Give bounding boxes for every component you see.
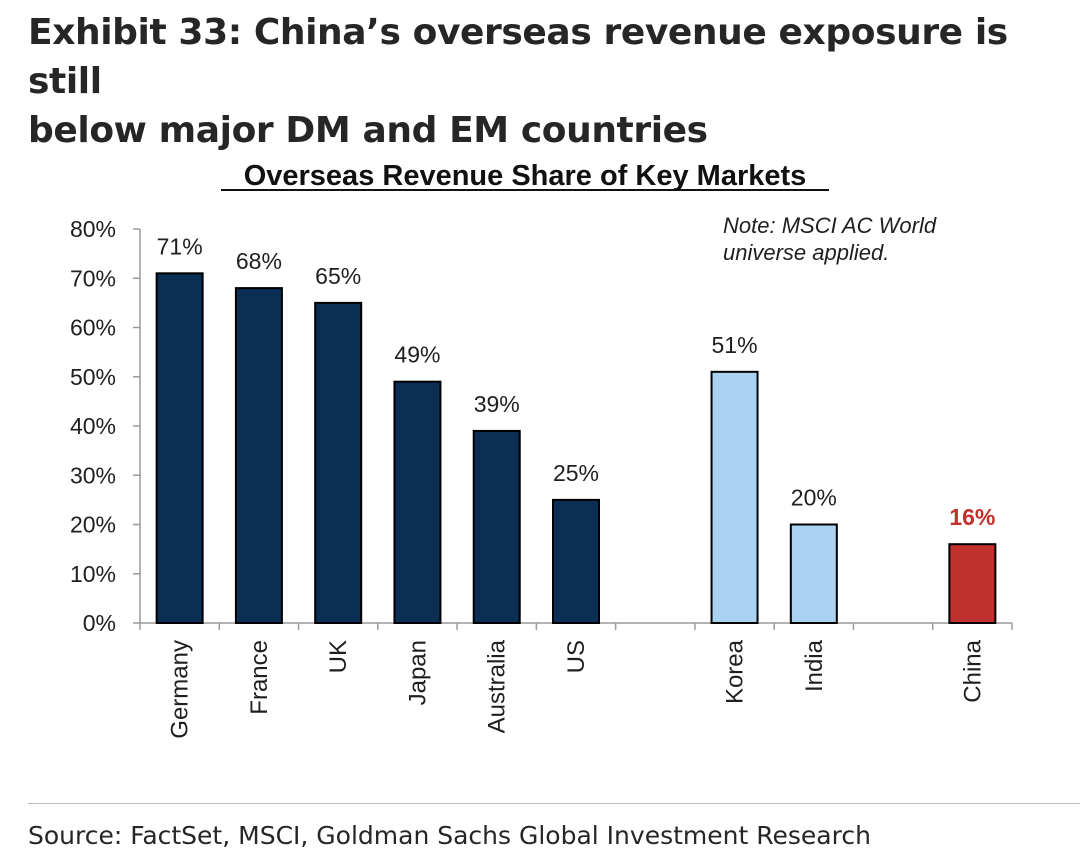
exhibit-title-line-2: below major DM and EM countries xyxy=(28,110,708,151)
value-label-japan: 49% xyxy=(394,342,440,368)
chart-title: Overseas Revenue Share of Key Markets xyxy=(244,160,807,192)
y-tick-label: 80% xyxy=(70,216,116,242)
value-label-us: 25% xyxy=(553,460,599,486)
value-labels: 71% 68% 65% 49% 39% 25% 51% 20% 16% xyxy=(157,233,996,530)
y-tick-label: 60% xyxy=(70,315,116,341)
bar-germany xyxy=(155,272,204,624)
y-tick-label: 70% xyxy=(70,265,116,291)
source-note: Source: FactSet, MSCI, Goldman Sachs Glo… xyxy=(28,821,871,850)
y-tick-label: 40% xyxy=(70,413,116,439)
value-label-india: 20% xyxy=(791,485,837,511)
category-label-france: France xyxy=(246,640,273,715)
y-tick-label: 0% xyxy=(83,610,116,636)
bar-us xyxy=(552,498,600,624)
category-label-germany: Germany xyxy=(167,640,194,739)
category-label-korea: Korea xyxy=(722,639,749,704)
source-divider xyxy=(28,803,1080,804)
y-axis: 0% 10% 20% 30% 40% 50% 60% 70% 80% xyxy=(70,216,141,636)
chart-note-line-2: universe applied. xyxy=(723,240,889,265)
value-label-australia: 39% xyxy=(474,391,520,417)
category-label-uk: UK xyxy=(325,640,352,673)
value-label-france: 68% xyxy=(236,248,282,274)
y-tick-label: 50% xyxy=(70,364,116,390)
y-tick-label: 20% xyxy=(70,512,116,538)
category-label-china: China xyxy=(959,639,986,702)
y-tick-label: 30% xyxy=(70,462,116,488)
x-axis xyxy=(139,622,1013,630)
bar-india xyxy=(789,523,838,624)
exhibit-title-line-1: Exhibit 33: China’s overseas revenue exp… xyxy=(28,12,1008,102)
bar-korea xyxy=(710,370,759,625)
category-label-us: US xyxy=(563,640,590,673)
category-labels: Germany France UK Japan Australia US Korea Indi… xyxy=(167,639,987,738)
y-tick-label: 10% xyxy=(70,561,116,587)
category-label-india: India xyxy=(801,639,828,692)
value-label-germany: 71% xyxy=(157,233,203,259)
bar-uk xyxy=(314,301,363,624)
value-label-korea: 51% xyxy=(712,332,758,358)
bar-series xyxy=(155,272,997,625)
category-label-australia: Australia xyxy=(484,639,511,733)
value-label-china: 16% xyxy=(949,504,995,530)
bar-france xyxy=(234,287,283,624)
bar-china xyxy=(948,543,997,625)
value-label-uk: 65% xyxy=(315,263,361,289)
category-label-japan: Japan xyxy=(404,640,431,705)
chart-note-line-1: Note: MSCI AC World xyxy=(723,213,937,238)
bar-japan xyxy=(393,380,442,624)
bar-australia xyxy=(472,429,521,624)
exhibit-title: Exhibit 33: China’s overseas revenue exp… xyxy=(28,8,1058,155)
